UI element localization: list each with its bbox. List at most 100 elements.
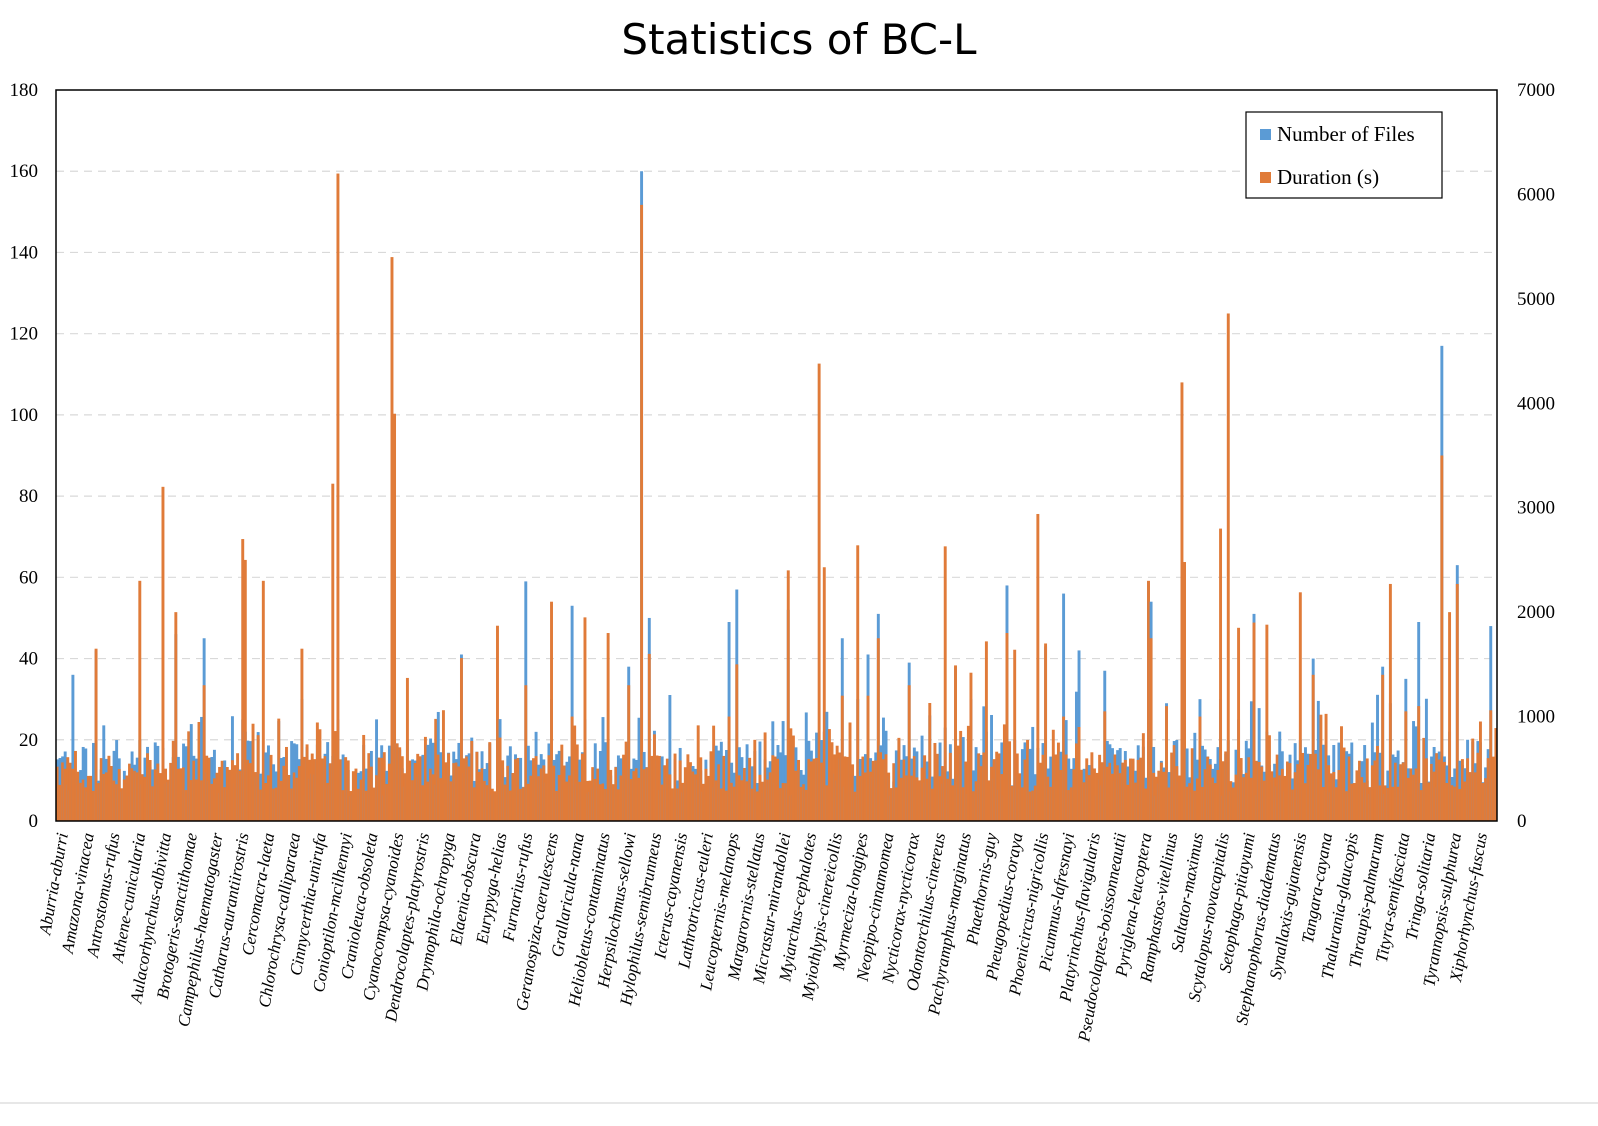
bar-duration <box>1149 638 1153 821</box>
bar-duration <box>990 766 993 821</box>
bar-duration <box>719 788 723 821</box>
legend-label-duration: Duration (s) <box>1277 165 1379 189</box>
bar-duration <box>1105 766 1109 821</box>
bar-duration <box>1177 775 1181 821</box>
bar-duration <box>238 770 242 821</box>
bar-duration <box>1342 747 1346 821</box>
bar-duration <box>290 788 294 821</box>
bar-duration <box>465 756 469 821</box>
bar-duration <box>1000 774 1004 821</box>
bar-duration <box>97 783 101 821</box>
y-left-tick-label: 180 <box>10 80 39 101</box>
bar-duration <box>1270 771 1274 821</box>
bar-duration <box>225 767 229 821</box>
bar-files <box>1031 726 1035 821</box>
bar-duration <box>725 790 728 821</box>
bar-duration <box>647 653 651 821</box>
bar-duration <box>678 760 682 821</box>
bar-duration <box>740 780 744 821</box>
bar-duration <box>902 759 906 821</box>
bar-duration <box>287 774 291 821</box>
bar-duration <box>560 744 564 821</box>
bar-duration <box>122 779 126 821</box>
bar-duration <box>1249 777 1253 821</box>
bar-duration <box>1370 765 1374 821</box>
bar-duration <box>146 753 149 821</box>
bar-duration <box>1363 782 1367 821</box>
bar-duration <box>403 773 407 821</box>
bar-duration <box>1360 777 1364 821</box>
bar-duration <box>1131 758 1135 821</box>
bar-duration <box>745 781 749 821</box>
bar-duration <box>791 735 795 821</box>
bar-duration <box>789 728 793 821</box>
bar-duration <box>470 740 474 821</box>
bar-duration <box>1172 745 1176 821</box>
bar-duration <box>1234 774 1238 821</box>
bar-duration <box>318 729 322 821</box>
bar-duration <box>472 787 476 821</box>
bar-duration <box>1154 776 1158 821</box>
bar-duration <box>691 771 695 821</box>
bar-duration <box>912 756 916 821</box>
bar-duration <box>519 788 523 821</box>
bar-duration <box>948 752 952 821</box>
bar-duration <box>1311 674 1315 821</box>
bar-files <box>825 711 829 821</box>
bar-duration <box>375 775 379 821</box>
bar-duration <box>1013 649 1017 821</box>
bar-duration <box>285 746 288 821</box>
bar-duration <box>524 685 528 821</box>
bar-duration <box>1412 774 1416 821</box>
bar-duration <box>763 732 767 821</box>
bar-duration <box>441 710 445 821</box>
bar-duration <box>851 764 855 821</box>
bar-duration <box>609 769 613 821</box>
bar-duration <box>416 753 420 821</box>
bar-duration <box>704 768 708 821</box>
bar-files <box>1185 748 1189 821</box>
bar-duration <box>887 772 891 821</box>
bar-duration <box>300 648 304 821</box>
bar-duration <box>1201 786 1205 821</box>
bar-duration <box>1489 710 1493 821</box>
bar-duration <box>452 763 456 821</box>
bar-duration <box>496 625 499 821</box>
y-left-tick-label: 160 <box>10 161 39 182</box>
bar-duration <box>1293 772 1297 821</box>
bar-files <box>71 674 75 821</box>
bar-duration <box>274 787 278 821</box>
bar-duration <box>184 790 188 821</box>
bar-duration <box>112 780 116 821</box>
bar-duration <box>254 772 258 821</box>
bar-duration <box>444 762 448 821</box>
bar-duration <box>158 773 162 821</box>
bar-duration <box>1002 724 1006 821</box>
bar-duration <box>161 486 165 821</box>
bar-files <box>375 719 379 821</box>
bar-duration <box>174 612 178 821</box>
bar-duration <box>1036 513 1040 821</box>
bar-duration <box>1440 455 1444 821</box>
bar-duration <box>532 758 535 821</box>
bar-duration <box>1028 791 1032 821</box>
bar-duration <box>488 742 492 821</box>
bar-duration <box>1296 764 1300 821</box>
bar-files <box>341 754 345 821</box>
bar-duration <box>1046 776 1050 821</box>
bar-duration <box>297 766 301 821</box>
bar-duration <box>1211 777 1215 821</box>
bar-duration <box>557 775 561 821</box>
bar-duration <box>79 782 83 821</box>
bar-duration <box>1329 773 1333 821</box>
bar-duration <box>429 768 433 821</box>
bar-duration <box>1157 770 1161 821</box>
bar-files <box>526 745 530 821</box>
bar-duration <box>189 780 193 821</box>
bar-files <box>184 746 188 821</box>
legend-swatch-duration <box>1260 172 1271 183</box>
bar-duration <box>303 756 306 821</box>
bar-duration <box>1365 758 1369 821</box>
bar-duration <box>377 757 381 821</box>
bar-duration <box>1285 761 1289 821</box>
